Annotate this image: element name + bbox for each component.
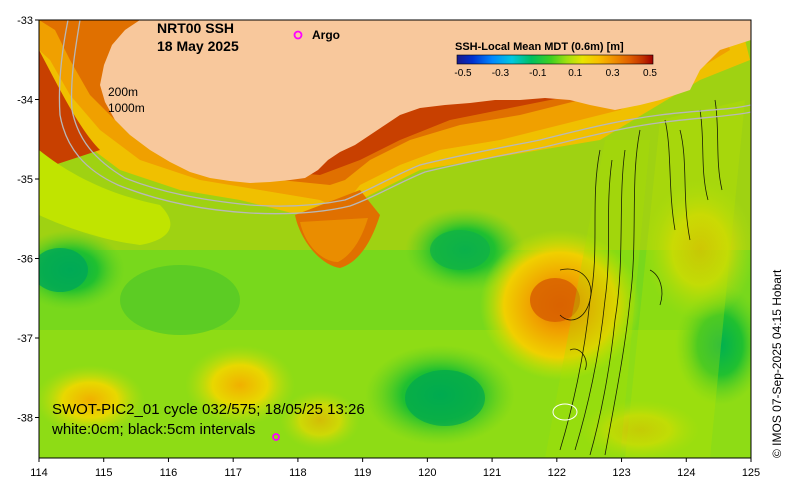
x-axis: 114 115 116 117 118 119 120 121 122 123 124 125: [30, 458, 760, 479]
colorbar-tick-label: 0.5: [643, 68, 657, 79]
swot-contours-white: [552, 403, 578, 421]
colorbar-gradient: [456, 54, 654, 65]
plot-frame: [38, 19, 752, 459]
colorbar-tick-label: -0.1: [529, 68, 547, 79]
isobath-lines: [58, 20, 751, 215]
x-tick-label: 115: [95, 467, 113, 479]
argo-float-marker: [272, 433, 280, 441]
y-axis: -33 -34 -35 -36 -37 -38: [17, 15, 39, 425]
y-tick-label: -34: [17, 95, 33, 107]
y-tick-label: -38: [17, 413, 33, 425]
x-tick-label: 117: [224, 467, 242, 479]
colorbar-title: SSH-Local Mean MDT (0.6m) [m]: [455, 41, 624, 53]
y-tick-label: -36: [17, 254, 33, 266]
x-tick-label: 114: [30, 467, 48, 479]
x-tick-label: 118: [289, 467, 307, 479]
swot-info-line1: SWOT-PIC2_01 cycle 032/575; 18/05/25 13:…: [52, 401, 365, 418]
x-tick-label: 124: [677, 467, 695, 479]
y-tick-label: -35: [17, 174, 33, 186]
colorbar-tick-label: 0.3: [606, 68, 620, 79]
colorbar-tick-label: 0.1: [568, 68, 582, 79]
x-tick-label: 121: [483, 467, 501, 479]
x-tick-label: 122: [548, 467, 566, 479]
map-title-line2: 18 May 2025: [157, 38, 239, 54]
colorbar: SSH-Local Mean MDT (0.6m) [m] -0.5 -0.3 -0…: [454, 41, 657, 79]
argo-legend-label: Argo: [312, 28, 340, 42]
y-tick-label: -37: [17, 333, 33, 345]
map-title-line1: NRT00 SSH: [157, 20, 234, 36]
x-tick-label: 125: [742, 467, 760, 479]
isobath-label-1000m: 1000m: [108, 101, 145, 115]
x-tick-label: 116: [160, 467, 178, 479]
imos-credit: © IMOS 07-Sep-2025 04:15 Hobart: [770, 269, 784, 458]
colorbar-tick-label: -0.5: [454, 68, 472, 79]
argo-floats: [272, 30, 303, 441]
x-tick-label: 119: [354, 467, 372, 479]
swot-contours-black: [559, 99, 723, 456]
x-tick-label: 120: [418, 467, 436, 479]
isobath-label-200m: 200m: [108, 85, 138, 99]
argo-legend-marker: [293, 30, 303, 40]
x-tick-label: 123: [612, 467, 630, 479]
swot-info-line2: white:0cm; black:5cm intervals: [51, 421, 255, 438]
colorbar-tick-label: -0.3: [492, 68, 510, 79]
y-tick-label: -33: [17, 15, 33, 27]
